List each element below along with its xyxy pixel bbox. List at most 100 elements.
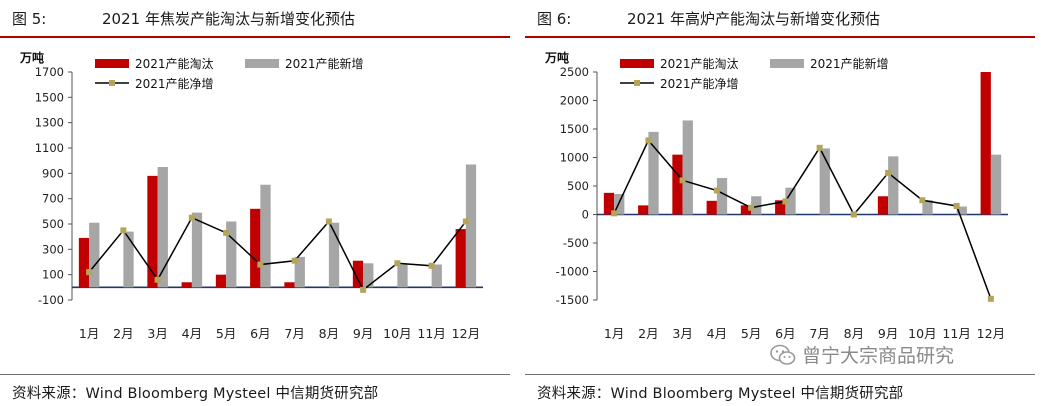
net-point-marker (154, 276, 161, 283)
bar-capacity-removal (775, 200, 786, 215)
x-tick-label: 11月 (417, 326, 445, 341)
bar-capacity-addition (956, 206, 967, 215)
y-tick-label: 2000 (560, 94, 589, 108)
source-note: 资料来源：Wind Bloomberg Mysteel 中信期货研究部 (12, 386, 379, 402)
net-point-marker (782, 198, 789, 205)
title-bar: 图 5: 2021 年焦炭产能淘汰与新增变化预估 (0, 0, 510, 38)
net-point-marker (816, 144, 823, 151)
bar-capacity-addition (888, 156, 899, 215)
bar-capacity-removal (706, 200, 717, 215)
x-tick-label: 5月 (741, 326, 761, 341)
legend-label-net: 2021产能净增 (660, 77, 739, 91)
legend-label-removal: 2021产能淘汰 (660, 57, 739, 71)
x-tick-label: 6月 (250, 326, 270, 341)
source-bar: 资料来源：Wind Bloomberg Mysteel 中信期货研究部 (0, 374, 510, 406)
bar-capacity-addition (614, 193, 625, 215)
bar-capacity-addition (191, 212, 203, 288)
bar-capacity-addition (157, 167, 168, 288)
x-tick-label: 6月 (775, 326, 795, 341)
watermark-text: 曾宁大宗商品研究 (802, 345, 955, 367)
x-tick-label: 12月 (452, 326, 480, 341)
x-tick-label: 10月 (908, 326, 936, 341)
net-point-marker (291, 257, 298, 264)
net-point-marker (885, 169, 892, 176)
figure-number: 图 6: (537, 10, 572, 28)
y-tick-label: -500 (563, 236, 589, 250)
x-tick-label: 4月 (182, 326, 202, 341)
bar-capacity-addition (431, 264, 442, 288)
y-unit-label: 万吨 (544, 50, 569, 65)
net-point-marker (645, 137, 652, 144)
net-point-marker (713, 187, 720, 194)
net-point-marker (919, 197, 926, 204)
y-tick-label: 1500 (35, 90, 64, 104)
x-tick-label: 7月 (809, 326, 829, 341)
bar-capacity-removal (877, 196, 889, 215)
net-point-marker (120, 227, 127, 234)
bar-capacity-addition (716, 178, 728, 215)
watermark: 曾宁大宗商品研究 (770, 341, 954, 368)
bar-capacity-removal (740, 205, 752, 215)
legend-label-addition: 2021产能新增 (285, 56, 364, 71)
source-note: 资料来源：Wind Bloomberg Mysteel 中信期货研究部 (537, 386, 904, 402)
legend-label-net: 2021产能净增 (135, 77, 214, 91)
net-point-marker (679, 177, 686, 184)
net-point-marker (611, 210, 618, 217)
y-tick-label: 2500 (560, 65, 589, 79)
net-point-marker (257, 261, 264, 268)
legend-label-addition: 2021产能新增 (810, 56, 889, 71)
x-tick-label: 1月 (79, 326, 99, 341)
chart-panel-coke: 图 5: 2021 年焦炭产能淘汰与新增变化预估 万吨 -100 100 300 500… (0, 0, 510, 405)
net-point-marker (360, 286, 367, 293)
line-net-capacity (88, 216, 467, 292)
bar-capacity-removal (250, 208, 261, 288)
figure-number: 图 5: (12, 10, 47, 28)
y-tick-label: 900 (42, 166, 64, 180)
y-tick-label: -1000 (556, 265, 589, 279)
x-tick-label: 5月 (216, 326, 236, 341)
bar-capacity-removal (78, 237, 90, 288)
bar-capacity-addition (397, 264, 408, 288)
bar-capacity-addition (682, 120, 693, 215)
net-point-marker (953, 202, 960, 209)
bar-capacity-removal (147, 175, 158, 288)
bar-capacity-removal (638, 205, 649, 215)
net-point-marker (748, 204, 755, 211)
y-tick-label: 100 (42, 268, 64, 282)
y-tick-label: -1500 (556, 293, 589, 307)
x-tick-label: 2月 (638, 326, 658, 341)
bar-capacity-removal (181, 282, 192, 288)
x-tick-label: 3月 (147, 326, 167, 341)
bar-capacity-addition (363, 263, 374, 288)
bar-capacity-removal (352, 260, 364, 288)
bar-capacity-addition (123, 231, 134, 288)
net-point-marker (86, 269, 93, 276)
bar-capacity-addition (226, 221, 237, 288)
y-tick-label: 500 (42, 217, 64, 231)
y-tick-label: 1300 (35, 116, 64, 130)
bar-capacity-removal (284, 282, 295, 288)
x-tick-label: 4月 (707, 326, 727, 341)
legend-swatch-removal (95, 59, 129, 68)
y-tick-label: 700 (42, 192, 64, 206)
net-point-marker (188, 214, 195, 221)
net-point-marker (428, 262, 435, 269)
y-tick-label: 1000 (560, 151, 589, 165)
legend-swatch-net-marker (634, 80, 640, 86)
y-tick-label: 1100 (35, 141, 64, 155)
net-point-marker (850, 211, 857, 218)
legend-swatch-addition (245, 59, 279, 68)
chart-title: 2021 年焦炭产能淘汰与新增变化预估 (102, 10, 355, 28)
y-tick-label: 500 (567, 179, 589, 193)
x-tick-label: 9月 (878, 326, 898, 341)
legend-label-removal: 2021产能淘汰 (135, 57, 214, 71)
net-point-marker (394, 260, 401, 267)
x-tick-label: 8月 (844, 326, 864, 341)
bar-capacity-addition (785, 187, 796, 215)
bar-capacity-addition (89, 222, 100, 288)
x-tick-label: 9月 (353, 326, 373, 341)
y-tick-label: 1700 (35, 65, 64, 79)
x-tick-label: 2月 (113, 326, 133, 341)
x-tick-label: 3月 (672, 326, 692, 341)
x-tick-label: 1月 (604, 326, 624, 341)
